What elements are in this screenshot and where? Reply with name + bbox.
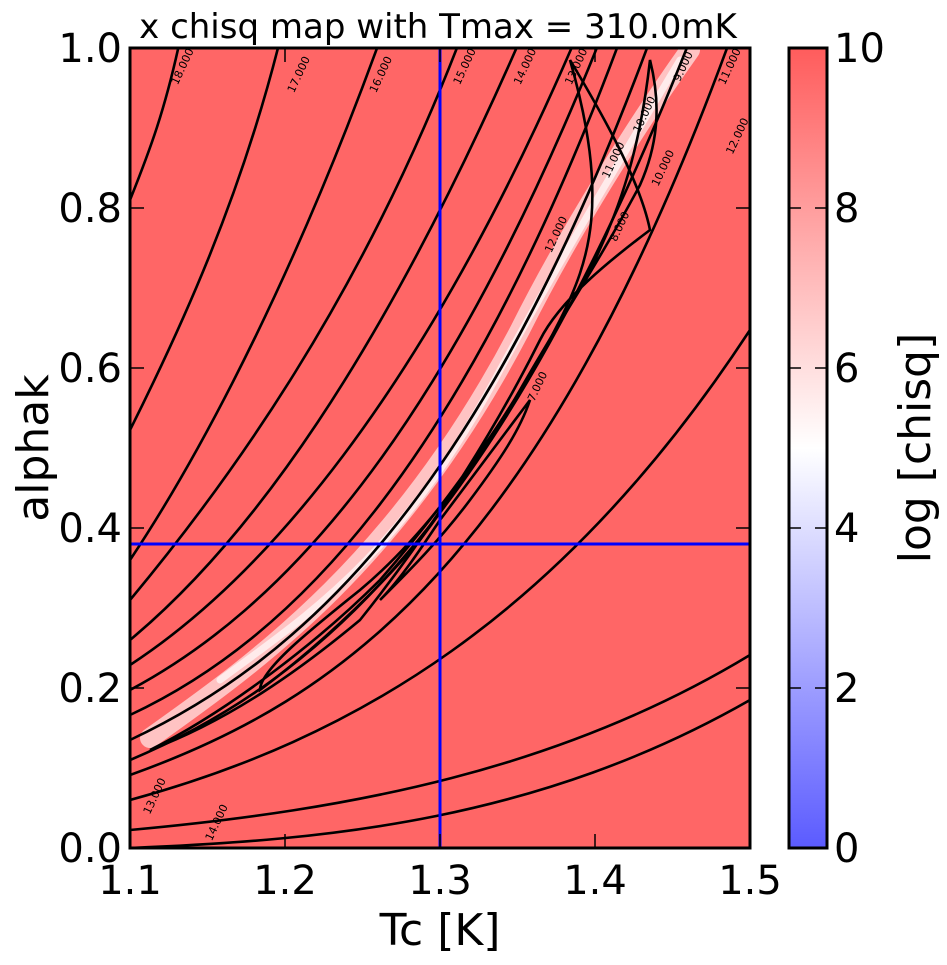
colorbar-tick-label: 8 xyxy=(834,186,859,232)
x-tick-label: 1.3 xyxy=(408,858,472,904)
colorbar-tick-label: 4 xyxy=(834,506,859,552)
colorbar-ticks: 0 2 4 6 8 10 xyxy=(789,26,885,872)
x-tick-label: 1.2 xyxy=(253,858,317,904)
contour-line xyxy=(130,653,750,832)
y-axis-ticks: 0.0 0.2 0.4 0.6 0.8 1.0 xyxy=(58,26,750,872)
contour-line xyxy=(258,59,658,693)
contour-line xyxy=(130,48,599,692)
contour-lines xyxy=(130,48,750,848)
contour-line xyxy=(130,329,750,802)
contour-line xyxy=(130,48,573,667)
contour-line xyxy=(130,48,619,717)
contour-line xyxy=(130,48,180,201)
x-tick-label: 1.5 xyxy=(718,858,782,904)
colorbar-tick-label: 2 xyxy=(834,666,859,712)
y-tick-label: 0.4 xyxy=(58,506,122,552)
chart-title: x chisq map with Tmax = 310.0mK xyxy=(139,7,738,47)
contour-line xyxy=(130,698,750,848)
contour-line xyxy=(130,48,280,431)
y-tick-label: 0.2 xyxy=(58,666,122,712)
contour-line xyxy=(130,48,379,561)
colorbar-tick-label: 0 xyxy=(834,826,859,872)
x-tick-label: 1.4 xyxy=(563,858,627,904)
x-tick-label: 1.1 xyxy=(98,858,162,904)
y-tick-label: 0.8 xyxy=(58,186,122,232)
contour-line xyxy=(130,48,729,777)
y-tick-label: 0.0 xyxy=(58,826,122,872)
y-axis-label: alphak xyxy=(8,374,59,522)
contour-line xyxy=(130,48,459,601)
colorbar-label: log [chisq] xyxy=(890,333,941,564)
colorbar xyxy=(787,46,829,850)
contour-line xyxy=(130,48,518,641)
colorbar-tick-label: 6 xyxy=(834,346,859,392)
contour-line xyxy=(130,48,649,742)
y-tick-label: 0.6 xyxy=(58,346,122,392)
x-axis-label: Tc [K] xyxy=(379,905,501,956)
colorbar-tick-label: 10 xyxy=(834,26,885,72)
x-axis-ticks: 1.1 1.2 1.3 1.4 1.5 xyxy=(98,48,782,904)
contour-line xyxy=(379,399,532,601)
y-tick-label: 1.0 xyxy=(58,26,122,72)
